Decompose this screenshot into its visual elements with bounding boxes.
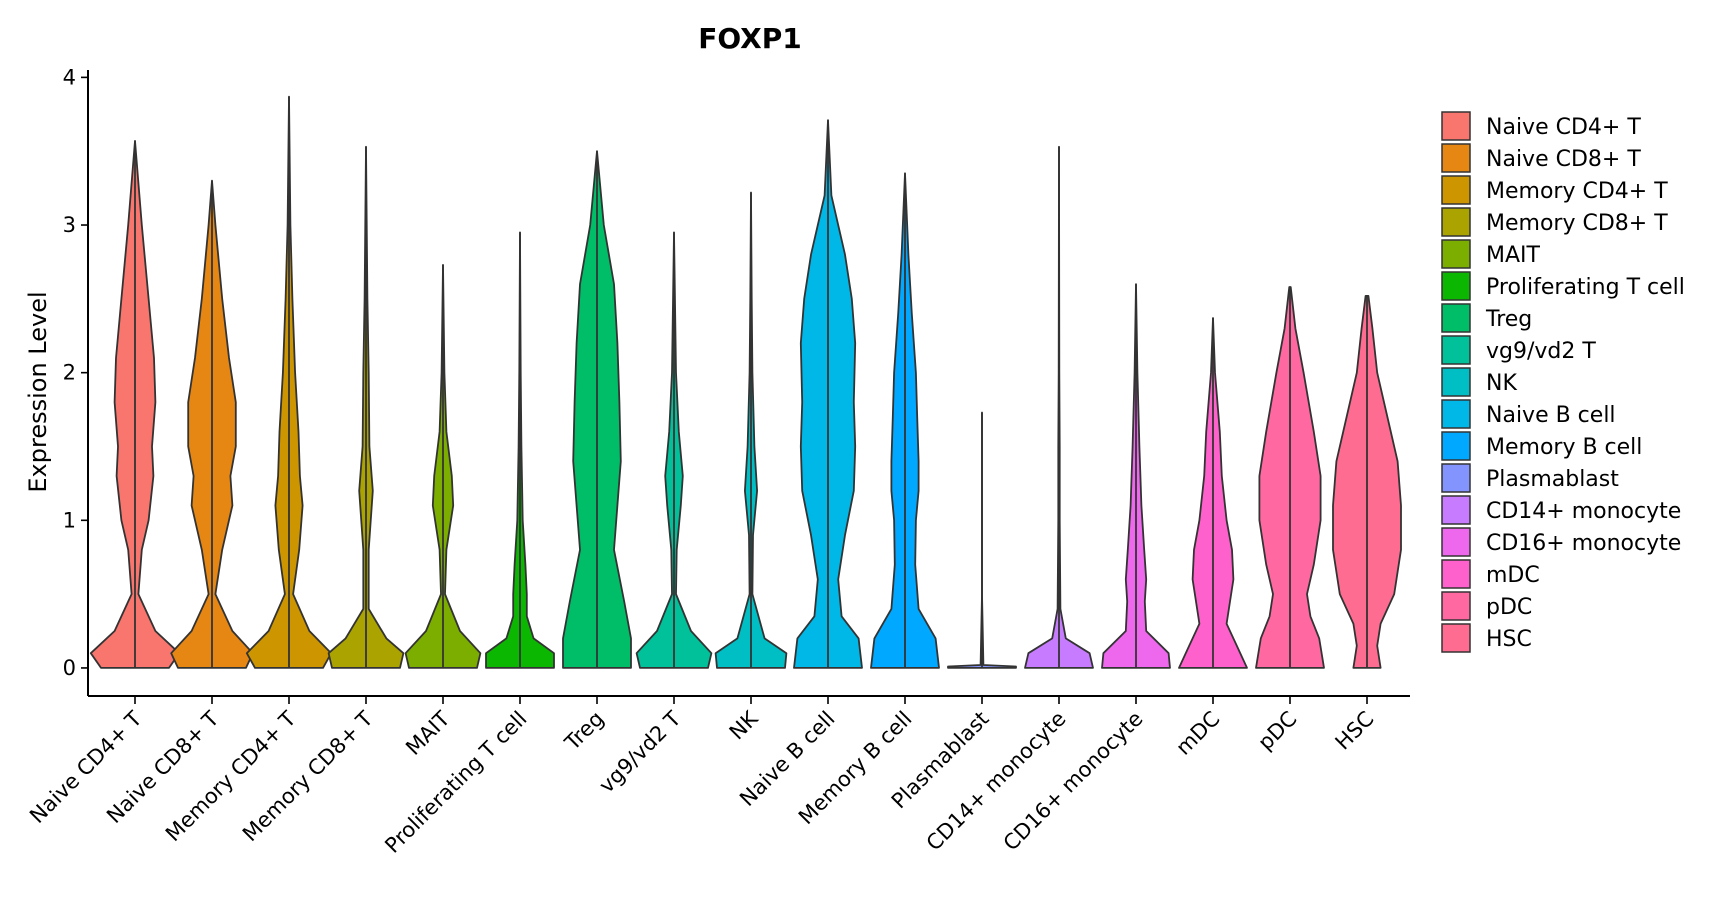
x-tick-label-14: CD16+ monocyte: [999, 707, 1148, 856]
legend-label-10: Naive B cell: [1486, 403, 1616, 428]
legend-label-15: mDC: [1486, 563, 1540, 588]
legend-label-8: vg9/vd2 T: [1486, 339, 1596, 364]
legend-key-12: [1441, 463, 1471, 493]
legend-label-11: Memory B cell: [1486, 435, 1642, 460]
legend-label-14: CD16+ monocyte: [1486, 531, 1681, 556]
x-tick-label-5: MAIT: [401, 706, 455, 760]
x-tick-label-8: vg9/vd2 T: [594, 706, 685, 797]
legend-label-16: pDC: [1486, 595, 1532, 620]
y-tick-label-3: 3: [63, 213, 76, 237]
x-tick-label-7: Treg: [560, 707, 609, 756]
legend-key-14: [1441, 527, 1471, 557]
legend-key-9: [1441, 367, 1471, 397]
legend-label-4: Memory CD8+ T: [1486, 211, 1668, 236]
x-tick-label-3: Memory CD4+ T: [161, 706, 301, 846]
legend-key-8: [1441, 335, 1471, 365]
y-tick-label-2: 2: [63, 361, 76, 385]
legend-label-3: Memory CD4+ T: [1486, 179, 1668, 204]
legend-label-1: Naive CD4+ T: [1486, 115, 1641, 140]
legend-key-4: [1441, 207, 1471, 237]
chart-title: FOXP1: [698, 22, 802, 55]
legend-key-10: [1441, 399, 1471, 429]
legend-key-11: [1441, 431, 1471, 461]
legend-key-17: [1441, 623, 1471, 653]
legend-key-16: [1441, 591, 1471, 621]
legend-label-17: HSC: [1486, 627, 1532, 652]
x-tick-label-4: Memory CD8+ T: [238, 706, 378, 846]
legend-label-13: CD14+ monocyte: [1486, 499, 1681, 524]
x-tick-label-9: NK: [725, 706, 764, 745]
legend-label-9: NK: [1486, 371, 1517, 396]
legend-key-13: [1441, 495, 1471, 525]
x-tick-label-16: pDC: [1253, 707, 1301, 755]
legend-key-5: [1441, 239, 1471, 269]
legend-key-15: [1441, 559, 1471, 589]
y-tick-label-1: 1: [63, 508, 76, 532]
legend-key-3: [1441, 175, 1471, 205]
violins-layer: [89, 95, 1402, 669]
legend-key-1: [1441, 111, 1471, 141]
y-axis-label: Expression Level: [24, 291, 52, 492]
x-tick-label-6: Proliferating T cell: [380, 707, 531, 858]
legend-label-2: Naive CD8+ T: [1486, 147, 1641, 172]
y-tick-label-4: 4: [63, 65, 76, 89]
legend-label-6: Proliferating T cell: [1486, 275, 1685, 300]
x-tick-label-13: CD14+ monocyte: [922, 707, 1071, 856]
legend-label-7: Treg: [1485, 307, 1532, 332]
x-tick-label-17: HSC: [1331, 707, 1379, 755]
x-tick-label-15: mDC: [1171, 707, 1224, 760]
legend: Naive CD4+ T Naive CD8+ T Memory CD4+ T Mem…: [1441, 111, 1685, 653]
legend-key-6: [1441, 271, 1471, 301]
legend-label-5: MAIT: [1486, 243, 1541, 268]
legend-key-7: [1441, 303, 1471, 333]
legend-label-12: Plasmablast: [1486, 467, 1619, 492]
legend-key-2: [1441, 143, 1471, 173]
y-tick-label-0: 0: [63, 656, 76, 680]
